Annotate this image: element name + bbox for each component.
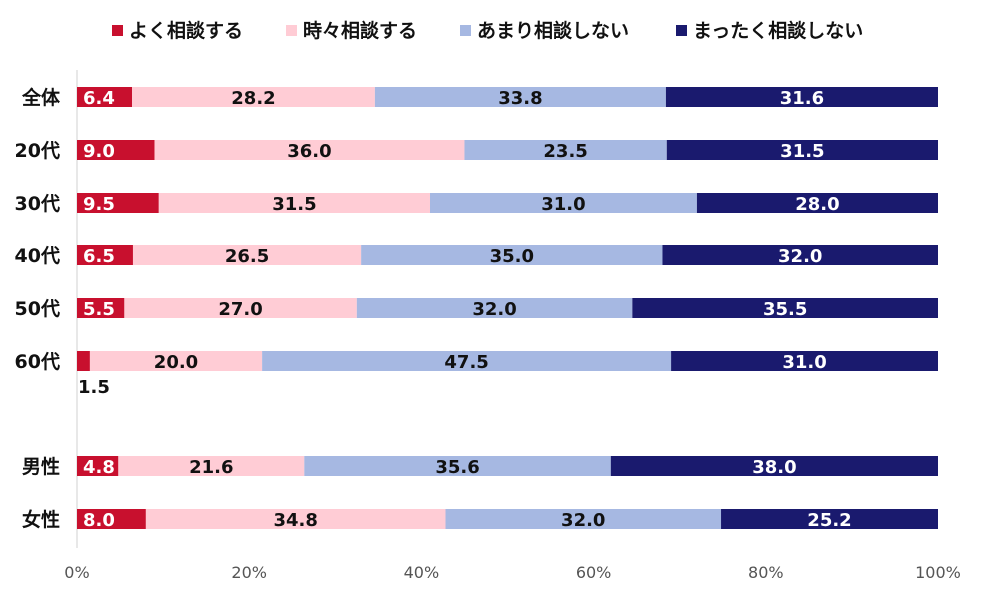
bar-segment — [77, 456, 119, 476]
bar-segment — [721, 509, 938, 529]
bar-segment — [666, 140, 938, 160]
value-label: 32.0 — [778, 246, 822, 267]
value-label: 8.0 — [83, 510, 115, 531]
bar-segment — [77, 193, 159, 213]
value-label: 32.0 — [561, 510, 605, 531]
x-tick-label: 40% — [404, 563, 440, 582]
value-label: 35.5 — [763, 299, 807, 320]
value-label: 28.0 — [795, 194, 839, 215]
bar-segment — [77, 245, 133, 265]
x-tick-label: 60% — [576, 563, 612, 582]
bar-segment — [662, 245, 938, 265]
bar-segment — [154, 140, 465, 160]
x-tick-label: 100% — [915, 563, 961, 582]
legend-label-2: 時々相談する — [303, 19, 417, 42]
category-label: 30代 — [15, 193, 60, 215]
x-axis-tick-labels: 0% 20% 40% 60% 80% 100% — [64, 563, 961, 582]
value-label: 6.5 — [83, 246, 115, 267]
value-label: 27.0 — [218, 299, 262, 320]
value-label: 4.8 — [83, 457, 115, 478]
bar-segment — [77, 140, 155, 160]
bar-segment — [77, 298, 125, 318]
value-label: 36.0 — [287, 141, 331, 162]
category-label: 50代 — [15, 298, 60, 320]
value-label: 35.0 — [490, 246, 534, 267]
bar-segment — [304, 456, 611, 476]
bar-segment — [158, 193, 431, 213]
value-label: 23.5 — [543, 141, 587, 162]
legend-label-3: あまり相談しない — [477, 19, 629, 42]
value-label: 26.5 — [225, 246, 269, 267]
category-label: 男性 — [22, 455, 60, 478]
value-label: 21.6 — [189, 457, 233, 478]
bar-segment — [632, 298, 938, 318]
bar-segment — [445, 509, 722, 529]
bars: 6.4 28.2 33.8 31.6 9.0 36.0 23.5 31.5 9.5 31.5 31.… — [77, 87, 938, 531]
value-label: 31.0 — [541, 194, 585, 215]
bar-segment — [124, 298, 357, 318]
legend-label-1: よく相談する — [129, 19, 243, 42]
value-label: 38.0 — [752, 457, 796, 478]
value-label: 47.5 — [444, 352, 488, 373]
value-label: 5.5 — [83, 299, 115, 320]
x-tick-label: 20% — [231, 563, 267, 582]
value-label: 31.5 — [780, 141, 824, 162]
bar-segment — [262, 351, 672, 371]
value-label: 34.8 — [273, 510, 317, 531]
value-label: 31.6 — [780, 88, 824, 109]
bar-segment — [77, 509, 146, 529]
bar-segment — [118, 456, 305, 476]
value-label: 32.0 — [472, 299, 516, 320]
legend-swatch-3 — [460, 25, 471, 36]
bar-segment — [132, 245, 362, 265]
legend-label-4: まったく相談しない — [693, 19, 863, 42]
legend-swatch-4 — [676, 25, 687, 36]
value-label: 35.6 — [435, 457, 479, 478]
value-label: 1.5 — [78, 377, 110, 398]
value-label: 9.5 — [83, 194, 115, 215]
bar-segment — [671, 351, 938, 371]
bar-segment — [89, 351, 263, 371]
value-label: 31.5 — [272, 194, 316, 215]
category-label: 40代 — [15, 245, 60, 267]
legend-swatch-2 — [286, 25, 297, 36]
x-tick-label: 80% — [748, 563, 784, 582]
value-label: 31.0 — [782, 352, 826, 373]
bar-segment — [430, 193, 697, 213]
bar-segment — [464, 140, 667, 160]
value-label: 25.2 — [807, 510, 851, 531]
value-label: 6.4 — [83, 88, 115, 109]
bar-segment — [696, 193, 938, 213]
value-label: 20.0 — [154, 352, 198, 373]
value-label: 33.8 — [498, 88, 542, 109]
bar-segment — [610, 456, 938, 476]
bar-segment — [77, 351, 90, 371]
bar-segment — [132, 87, 375, 107]
bar-segment — [77, 87, 133, 107]
value-label: 28.2 — [231, 88, 275, 109]
value-label: 9.0 — [83, 141, 115, 162]
category-label: 全体 — [21, 86, 61, 109]
bar-segment — [665, 87, 938, 107]
category-label: 20代 — [15, 140, 60, 162]
x-tick-label: 0% — [64, 563, 89, 582]
legend: よく相談する 時々相談する あまり相談しない まったく相談しない — [112, 19, 863, 42]
bar-segment — [374, 87, 666, 107]
bar-segment — [356, 298, 633, 318]
category-label: 60代 — [15, 351, 60, 373]
legend-swatch-1 — [112, 25, 123, 36]
bar-segment — [361, 245, 663, 265]
bar-segment — [145, 509, 446, 529]
category-label: 女性 — [22, 508, 60, 531]
